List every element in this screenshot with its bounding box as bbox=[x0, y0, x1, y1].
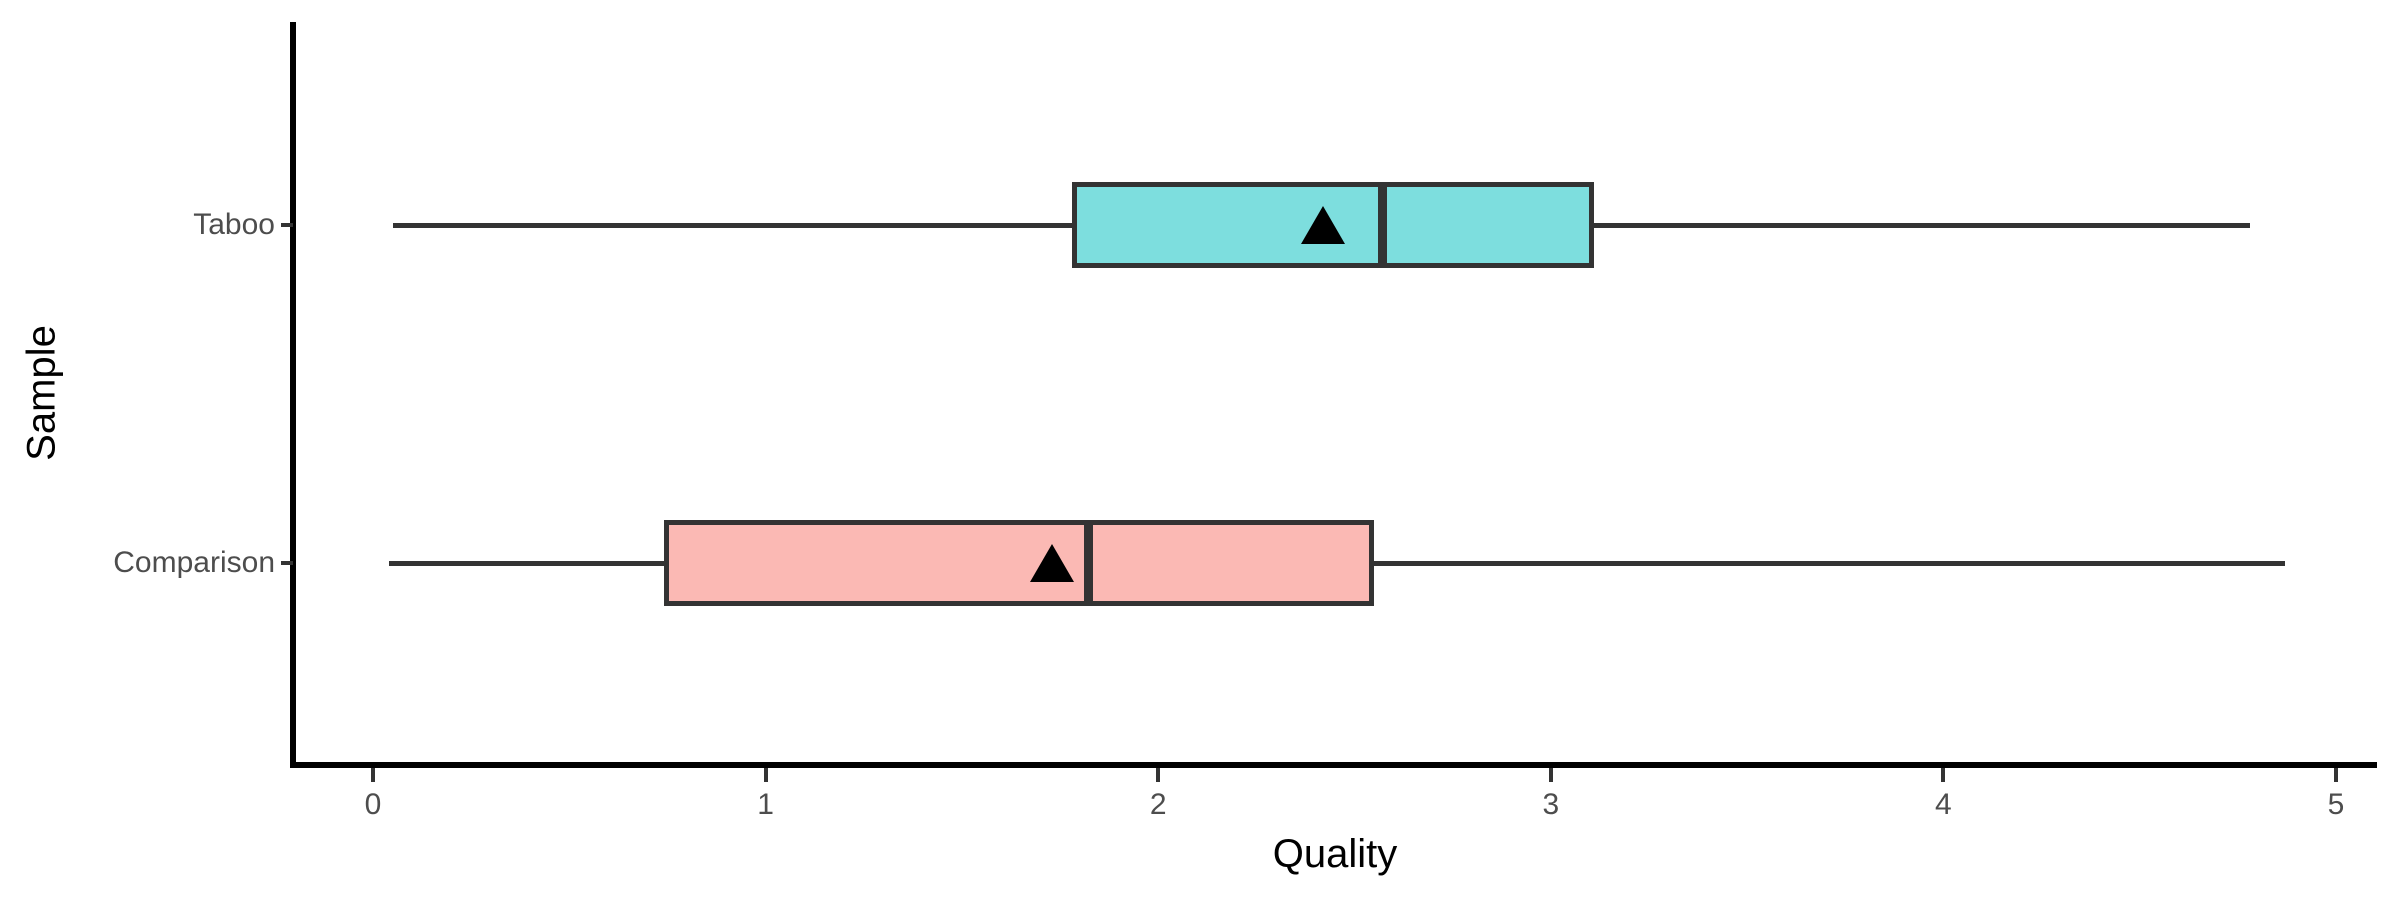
x-tick-label-4: 4 bbox=[1935, 788, 1952, 821]
x-tick-0 bbox=[371, 768, 375, 782]
median-line-comparison bbox=[1083, 520, 1093, 606]
mean-marker-taboo bbox=[1301, 206, 1346, 244]
whisker-low-taboo bbox=[392, 223, 1072, 228]
y-tick-taboo bbox=[281, 223, 293, 227]
x-tick-label-5: 5 bbox=[2327, 788, 2345, 821]
box-comparison bbox=[663, 520, 1375, 606]
x-tick-4 bbox=[1941, 768, 1946, 782]
whisker-low-comparison bbox=[388, 561, 664, 566]
whisker-high-taboo bbox=[1593, 223, 2250, 228]
y-category-label-taboo: Taboo bbox=[193, 208, 275, 241]
x-tick-1 bbox=[763, 768, 768, 782]
x-tick-label-0: 0 bbox=[364, 788, 382, 821]
x-axis-line bbox=[290, 762, 2377, 768]
y-category-label-comparison: Comparison bbox=[113, 546, 275, 579]
y-tick-comparison bbox=[281, 561, 293, 565]
x-tick-label-3: 3 bbox=[1542, 788, 1560, 821]
x-tick-5 bbox=[2334, 768, 2338, 782]
median-line-taboo bbox=[1377, 182, 1387, 268]
x-tick-label-2: 2 bbox=[1149, 788, 1167, 821]
x-tick-2 bbox=[1156, 768, 1161, 782]
x-tick-label-1: 1 bbox=[757, 788, 774, 821]
x-axis-title: Quality bbox=[1272, 832, 1398, 876]
y-axis-title: Sample bbox=[19, 325, 64, 461]
x-tick-3 bbox=[1548, 768, 1553, 782]
y-axis-line bbox=[290, 22, 296, 768]
whisker-high-comparison bbox=[1374, 561, 2285, 566]
mean-marker-comparison bbox=[1030, 544, 1075, 582]
